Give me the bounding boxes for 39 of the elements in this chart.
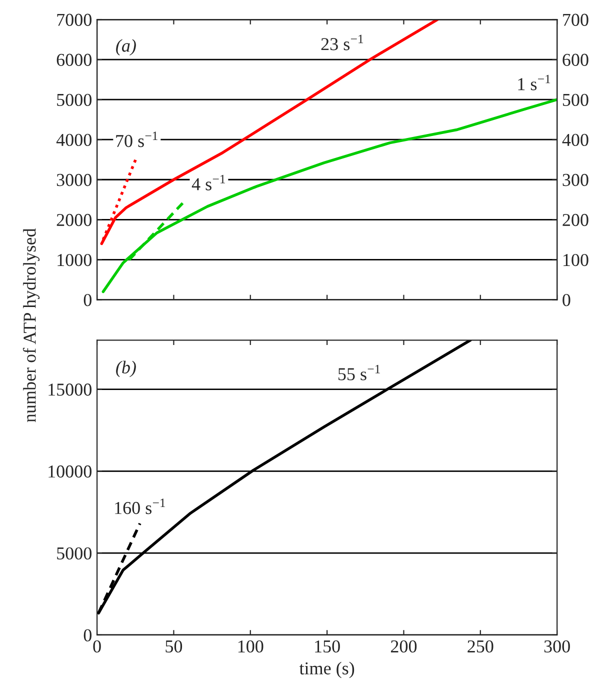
y-tick-label: 5000 xyxy=(57,547,92,560)
y-tick-label: 5000 xyxy=(57,94,92,106)
y-tick-label: 3000 xyxy=(56,174,92,186)
y-tick-label: 15000 xyxy=(48,384,92,396)
y2-tick-label: 0 xyxy=(562,294,570,306)
x-tick-label: 100 xyxy=(238,640,264,653)
y2-tick-label: 700 xyxy=(563,14,588,26)
y2-tick-label: 400 xyxy=(562,134,588,146)
y-axis-title: number of ATP hydrolysed xyxy=(22,228,40,422)
y-tick-label: 0 xyxy=(84,294,92,306)
x-tick-label: 50 xyxy=(166,640,182,653)
annotation: 160 s$^{−1}$ xyxy=(115,498,166,514)
annotation: 23 s$^{−1}$ xyxy=(321,34,364,50)
y-tick-label: 1000 xyxy=(58,254,92,266)
y2-tick-label: 200 xyxy=(562,214,588,226)
y2-tick-label: 300 xyxy=(562,174,588,186)
y2-tick-label: 600 xyxy=(562,54,588,66)
x-tick-label: 250 xyxy=(468,640,494,653)
x-tick-label: 0 xyxy=(93,640,101,653)
y-tick-label: 7000 xyxy=(57,14,92,26)
annotation: 1 s$^{−1}$ xyxy=(518,74,550,90)
line-series xyxy=(102,98,558,294)
y-tick-label: 10000 xyxy=(48,465,92,478)
annotation: (b) xyxy=(116,360,136,378)
y-tick-label: 0 xyxy=(84,629,92,642)
x-tick-label: 300 xyxy=(544,640,570,653)
annotation: 4 s$^{−1}$ xyxy=(192,174,225,190)
line-series xyxy=(100,20,439,246)
y2-tick-label: 100 xyxy=(564,254,588,266)
x-tick-label: 150 xyxy=(315,640,340,653)
annotation: (a) xyxy=(116,39,136,56)
y-tick-label: 6000 xyxy=(56,54,92,66)
x-tick-label: 200 xyxy=(390,640,417,653)
y-tick-label: 4000 xyxy=(56,134,92,146)
y2-tick-label: 500 xyxy=(562,94,588,106)
annotation: 70 s$^{−1}$ xyxy=(116,132,158,148)
y-tick-label: 2000 xyxy=(56,214,92,226)
x-axis-title: time (s) xyxy=(299,662,354,678)
annotation: 55 s$^{−1}$ xyxy=(338,364,380,380)
